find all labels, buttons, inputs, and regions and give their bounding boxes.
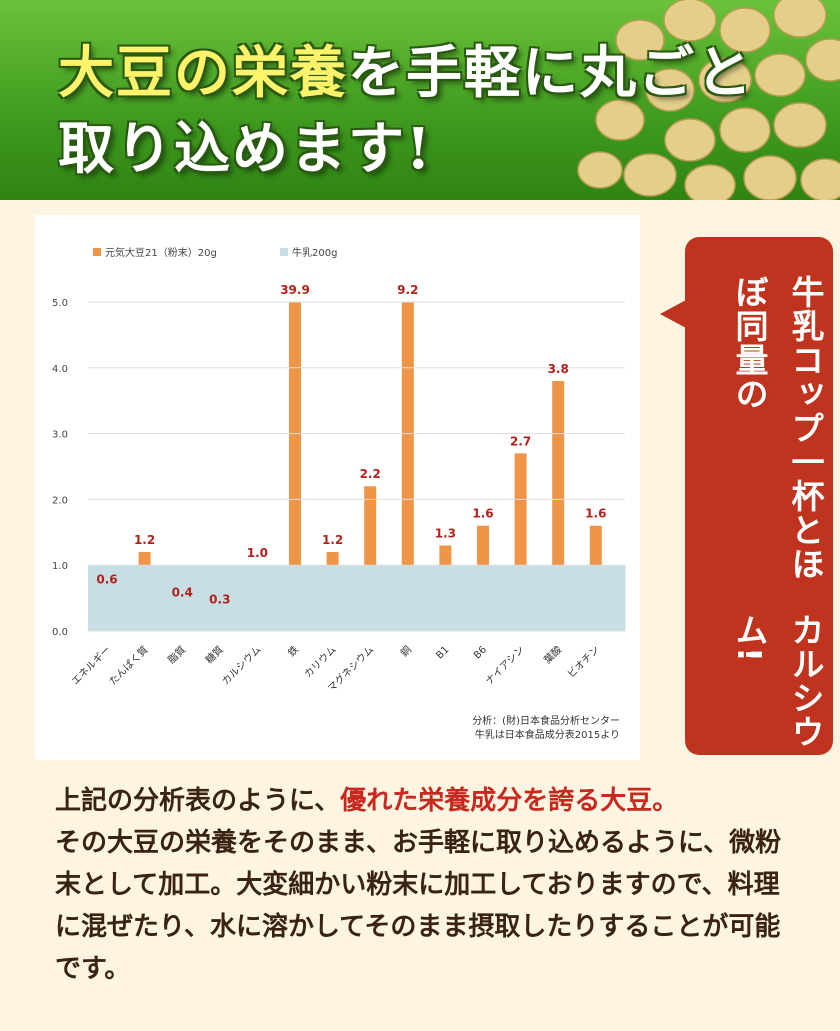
title-highlight: 大豆の栄養: [58, 40, 348, 106]
soybeans: [577, 0, 840, 200]
milk-band: [163, 565, 202, 631]
body-text: 上記の分析表のように、優れた栄養成分を誇る大豆。その大豆の栄養をそのまま、お手軽…: [55, 780, 800, 990]
bar: [289, 302, 301, 631]
header: 大豆の栄養を手軽に丸ごと 取り込めます!: [0, 0, 840, 200]
value-label: 1.6: [472, 507, 493, 521]
value-label: 0.3: [209, 592, 230, 606]
value-label: 39.9: [280, 283, 310, 297]
milk-band: [88, 565, 127, 631]
milk-band: [125, 565, 164, 631]
y-tick-label: 4.0: [52, 364, 68, 375]
x-tick-label: 脂質: [165, 643, 188, 666]
bar: [401, 302, 414, 631]
x-tick-label: B1: [434, 644, 451, 661]
body-before: 上記の分析表のように、: [55, 786, 341, 816]
legend-label: 牛乳200g: [292, 246, 337, 259]
milk-band: [201, 565, 240, 631]
y-tick-label: 0.0: [52, 627, 68, 638]
x-tick-label: 銅: [398, 643, 414, 659]
chart: 0.0 1.0 2.0 3.0 4.0 5.0 元気大豆21（粉末）20g 牛乳200g 0.6…: [52, 246, 626, 741]
y-tick-label: 1.0: [52, 561, 68, 572]
x-tick-label: 糖質: [203, 643, 226, 666]
callout: 牛乳コップ一杯とほぼ同量のカルシウム!: [685, 237, 833, 755]
y-tick-label: 5.0: [52, 298, 68, 309]
title-line-1: 大豆の栄養を手軽に丸ごと: [58, 28, 754, 109]
value-label: 1.0: [247, 546, 268, 560]
legend-swatch: [280, 248, 288, 256]
x-tick-label: 葉酸: [541, 643, 564, 666]
milk-band: [539, 565, 578, 631]
value-label: 1.6: [585, 507, 606, 521]
value-label: 2.2: [360, 467, 381, 481]
milk-band: [464, 565, 503, 631]
value-label: 0.4: [172, 586, 193, 600]
x-tick-label: B6: [472, 644, 489, 661]
milk-band: [389, 565, 428, 631]
bar-group: [101, 302, 602, 631]
value-label: 1.2: [322, 533, 343, 547]
source-note: 牛乳は日本食品成分表2015より: [475, 728, 620, 741]
milk-band: [276, 565, 315, 631]
milk-band: [501, 565, 540, 631]
source-note: 分析：(財)日本食品分析センター: [472, 714, 620, 727]
milk-band: [426, 565, 465, 631]
value-label: 1.3: [435, 526, 456, 540]
milk-band: [313, 565, 352, 631]
x-tick-label: カルシウム: [220, 644, 264, 688]
value-label: 2.7: [510, 434, 531, 448]
x-tick-label: たんぱく質: [106, 643, 151, 688]
milk-band: [577, 565, 626, 631]
legend-label: 元気大豆21（粉末）20g: [105, 246, 217, 259]
milk-band: [238, 565, 277, 631]
value-label: 9.2: [397, 283, 418, 297]
x-tick-label: ナイアシン: [483, 644, 527, 688]
callout-line: カルシウム!: [730, 612, 825, 749]
callout-text: 牛乳コップ一杯とほぼ同量のカルシウム!: [685, 237, 833, 755]
x-tick-label: エネルギー: [69, 644, 113, 688]
value-label: 0.6: [96, 573, 117, 587]
title-rest: を手軽に丸ごと: [348, 40, 754, 106]
title-line-2: 取り込めます!: [58, 116, 433, 182]
body-after: その大豆の栄養をそのまま、お手軽に取り込めるように、微粉末として加工。大変細かい…: [55, 828, 782, 984]
chart-panel: [35, 215, 640, 760]
value-label: 3.8: [548, 362, 569, 376]
callout-arrow: [660, 300, 686, 328]
y-tick-label: 2.0: [52, 495, 68, 506]
legend-swatch: [93, 248, 101, 256]
y-tick-label: 3.0: [52, 430, 68, 441]
body-highlight: 優れた栄養成分を誇る大豆。: [340, 786, 679, 816]
callout-line: 牛乳コップ一杯とほぼ同量の: [730, 275, 825, 581]
x-tick-label: 鉄: [285, 643, 301, 659]
x-tick-label: ビオチン: [565, 644, 602, 681]
milk-band: [351, 565, 390, 631]
value-label: 1.2: [134, 533, 155, 547]
x-tick-label: カリウム: [302, 644, 339, 681]
